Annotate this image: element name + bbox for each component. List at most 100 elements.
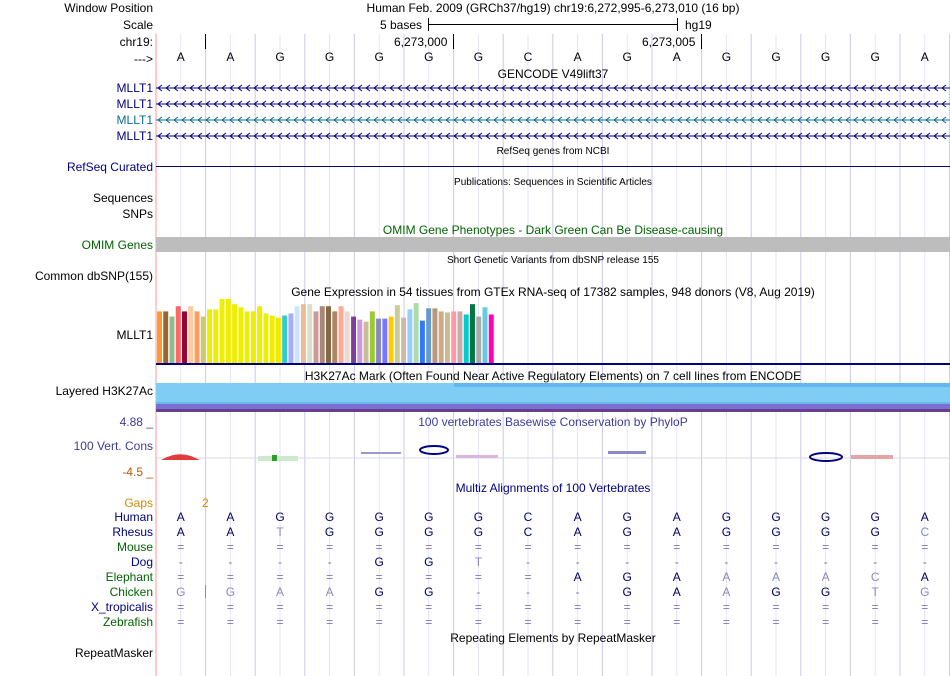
scale-label[interactable]: Scale bbox=[122, 18, 153, 32]
h3k27ac-signal[interactable] bbox=[156, 383, 950, 412]
publications-snps-label[interactable]: SNPs bbox=[122, 207, 153, 221]
h3k27ac-title[interactable]: H3K27Ac Mark (Often Found Near Active Re… bbox=[304, 369, 802, 383]
gtex-bar[interactable] bbox=[313, 311, 319, 363]
gtex-bar[interactable] bbox=[213, 309, 219, 363]
refseq-label[interactable]: RefSeq Curated bbox=[66, 160, 153, 174]
gtex-bar[interactable] bbox=[488, 314, 494, 363]
transcript-line[interactable] bbox=[156, 114, 950, 126]
publications-sequences-label[interactable]: Sequences bbox=[92, 191, 153, 205]
gtex-bar[interactable] bbox=[438, 311, 444, 363]
gtex-bar[interactable] bbox=[282, 315, 288, 363]
omim-title[interactable]: OMIM Gene Phenotypes - Dark Green Can Be… bbox=[382, 223, 724, 237]
phylop-logo[interactable] bbox=[156, 443, 950, 473]
species-label[interactable]: Human bbox=[114, 510, 153, 524]
gtex-bar[interactable] bbox=[326, 306, 331, 363]
gtex-bar[interactable] bbox=[257, 306, 263, 363]
gtex-bar[interactable] bbox=[463, 314, 469, 363]
gtex-bar[interactable] bbox=[476, 316, 482, 363]
gtex-bar[interactable] bbox=[426, 308, 432, 363]
gtex-bar[interactable] bbox=[388, 316, 394, 363]
gtex-bar[interactable] bbox=[275, 317, 281, 363]
gtex-bar[interactable] bbox=[194, 311, 200, 363]
species-label[interactable]: Dog bbox=[130, 555, 153, 569]
gtex-bar[interactable] bbox=[444, 312, 450, 363]
gtex-bar[interactable] bbox=[200, 316, 206, 363]
publications-title[interactable]: Publications: Sequences in Scientific Ar… bbox=[454, 177, 652, 188]
dbsnp-title[interactable]: Short Genetic Variants from dbSNP releas… bbox=[447, 255, 659, 266]
species-label[interactable]: Rhesus bbox=[112, 525, 153, 539]
gtex-bar[interactable] bbox=[457, 311, 463, 363]
gtex-bar[interactable] bbox=[470, 304, 475, 363]
omim-label[interactable]: OMIM Genes bbox=[81, 238, 153, 252]
species-label[interactable]: Mouse bbox=[116, 540, 153, 554]
refseq-line[interactable] bbox=[156, 166, 950, 167]
chrom-label[interactable]: chr19: bbox=[119, 35, 153, 49]
species-label[interactable]: Elephant bbox=[105, 570, 153, 584]
gtex-bar[interactable] bbox=[332, 311, 338, 363]
gtex-bar[interactable] bbox=[225, 299, 231, 363]
gtex-bar[interactable] bbox=[169, 316, 175, 363]
gtex-bar[interactable] bbox=[419, 320, 425, 363]
gtex-bar[interactable] bbox=[188, 306, 194, 363]
gtex-bar[interactable] bbox=[413, 303, 419, 363]
gtex-bar[interactable] bbox=[376, 318, 382, 363]
gtex-bar[interactable] bbox=[338, 306, 344, 363]
gtex-chart[interactable] bbox=[156, 299, 950, 365]
transcript-label[interactable]: MLLT1 bbox=[116, 113, 153, 127]
gtex-bar[interactable] bbox=[263, 313, 269, 363]
gtex-bar[interactable] bbox=[319, 306, 325, 363]
gtex-bar[interactable] bbox=[207, 309, 213, 363]
gtex-bar[interactable] bbox=[232, 304, 238, 363]
repeatmasker-label[interactable]: RepeatMasker bbox=[74, 646, 153, 660]
gtex-bar[interactable] bbox=[163, 311, 169, 363]
transcript-label[interactable]: MLLT1 bbox=[116, 97, 153, 111]
gtex-bar[interactable] bbox=[482, 307, 488, 363]
gtex-bar[interactable] bbox=[351, 316, 357, 363]
species-label[interactable]: Zebrafish bbox=[102, 615, 153, 629]
gtex-bar[interactable] bbox=[269, 315, 275, 363]
gtex-bar[interactable] bbox=[394, 305, 400, 363]
window-position-label[interactable]: Window Position bbox=[64, 1, 153, 15]
strand-arrow bbox=[189, 84, 195, 92]
gtex-bar[interactable] bbox=[294, 306, 300, 363]
gaps-label[interactable]: Gaps bbox=[124, 496, 153, 510]
gtex-bar[interactable] bbox=[175, 306, 181, 363]
gtex-label[interactable]: MLLT1 bbox=[116, 328, 153, 342]
gtex-bar[interactable] bbox=[307, 304, 313, 363]
gtex-bar[interactable] bbox=[238, 307, 244, 363]
dbsnp-label[interactable]: Common dbSNP(155) bbox=[34, 269, 153, 283]
transcript-line[interactable] bbox=[156, 98, 950, 110]
multiz-title[interactable]: Multiz Alignments of 100 Vertebrates bbox=[455, 481, 651, 495]
transcript-line[interactable] bbox=[156, 130, 950, 142]
gtex-bar[interactable] bbox=[382, 318, 388, 363]
h3k27ac-label[interactable]: Layered H3K27Ac bbox=[55, 384, 153, 398]
gtex-bar[interactable] bbox=[357, 319, 363, 363]
gtex-bar[interactable] bbox=[401, 317, 407, 363]
gencode-title[interactable]: GENCODE V49lift37 bbox=[497, 67, 609, 81]
phylop-title[interactable]: 100 vertebrates Basewise Conservation by… bbox=[418, 415, 688, 429]
gtex-bar[interactable] bbox=[369, 311, 375, 363]
transcript-label[interactable]: MLLT1 bbox=[116, 81, 153, 95]
gtex-title[interactable]: Gene Expression in 54 tissues from GTEx … bbox=[291, 285, 815, 299]
gtex-bar[interactable] bbox=[344, 311, 350, 363]
omim-bar[interactable] bbox=[156, 237, 950, 252]
phylop-label[interactable]: 100 Vert. Cons bbox=[73, 439, 153, 453]
species-label[interactable]: Chicken bbox=[109, 585, 153, 599]
gtex-bar[interactable] bbox=[288, 313, 294, 363]
gtex-bar[interactable] bbox=[300, 304, 306, 363]
gtex-bar[interactable] bbox=[219, 299, 225, 363]
transcript-label[interactable]: MLLT1 bbox=[116, 129, 153, 143]
gtex-bar[interactable] bbox=[250, 311, 256, 363]
gtex-bar[interactable] bbox=[157, 311, 162, 363]
species-label[interactable]: X_tropicalis bbox=[90, 600, 153, 614]
refseq-title[interactable]: RefSeq genes from NCBI bbox=[496, 146, 610, 157]
gtex-bar[interactable] bbox=[182, 311, 187, 363]
gtex-bar[interactable] bbox=[244, 311, 250, 363]
gtex-bar[interactable] bbox=[407, 309, 413, 363]
repeatmasker-title[interactable]: Repeating Elements by RepeatMasker bbox=[450, 631, 656, 645]
transcript-line[interactable] bbox=[156, 82, 950, 94]
gtex-bar[interactable] bbox=[451, 311, 457, 363]
gtex-bar[interactable] bbox=[432, 308, 438, 363]
strand-arrow-label[interactable]: ---> bbox=[134, 52, 153, 66]
gtex-bar[interactable] bbox=[363, 321, 369, 363]
